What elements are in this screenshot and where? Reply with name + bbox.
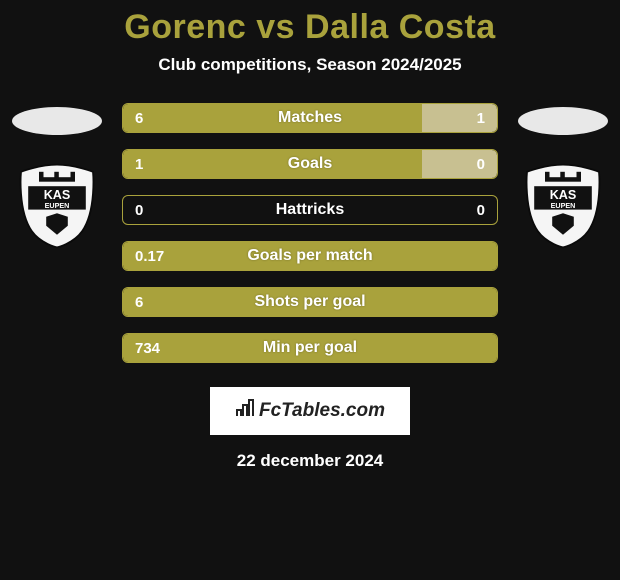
badge-kas: KAS	[44, 188, 71, 202]
stat-row: 734Min per goal	[122, 333, 498, 363]
fctables-logo: FcTables.com	[210, 387, 410, 435]
title-player2: Dalla Costa	[305, 8, 496, 46]
player1-column: KAS EUPEN	[8, 103, 106, 251]
stat-row: 0Hattricks0	[122, 195, 498, 225]
title-player1: Gorenc	[124, 8, 246, 46]
stat-row: 6Shots per goal	[122, 287, 498, 317]
stat-value-right: 0	[477, 202, 485, 219]
stat-label: Min per goal	[123, 339, 497, 357]
shield-icon: KAS EUPEN	[12, 161, 102, 251]
stat-row: 0.17Goals per match	[122, 241, 498, 271]
player2-column: KAS EUPEN	[514, 103, 612, 251]
stat-row: 1Goals0	[122, 149, 498, 179]
title-vs: vs	[246, 8, 305, 46]
logo-text: FcTables.com	[259, 400, 385, 422]
stat-label: Shots per goal	[123, 293, 497, 311]
subtitle: Club competitions, Season 2024/2025	[0, 55, 620, 75]
badge-eupen: EUPEN	[551, 201, 576, 210]
badge-eupen: EUPEN	[45, 201, 70, 210]
stat-value-right: 0	[477, 156, 485, 173]
stat-row: 6Matches1	[122, 103, 498, 133]
stat-label: Hattricks	[123, 201, 497, 219]
page-title: Gorenc vs Dalla Costa	[0, 0, 620, 47]
player2-avatar-placeholder	[518, 107, 608, 135]
player2-club-badge: KAS EUPEN	[518, 161, 608, 251]
player1-club-badge: KAS EUPEN	[12, 161, 102, 251]
footer-date: 22 december 2024	[0, 451, 620, 471]
stat-label: Matches	[123, 109, 497, 127]
player1-avatar-placeholder	[12, 107, 102, 135]
shield-icon: KAS EUPEN	[518, 161, 608, 251]
stat-label: Goals	[123, 155, 497, 173]
stats-panel: 6Matches11Goals00Hattricks00.17Goals per…	[106, 103, 514, 379]
chart-icon	[235, 398, 255, 424]
stat-value-right: 1	[477, 110, 485, 127]
stat-label: Goals per match	[123, 247, 497, 265]
content-row: KAS EUPEN 6Matches11Goals00Hattricks00.1…	[0, 103, 620, 379]
badge-kas: KAS	[550, 188, 577, 202]
